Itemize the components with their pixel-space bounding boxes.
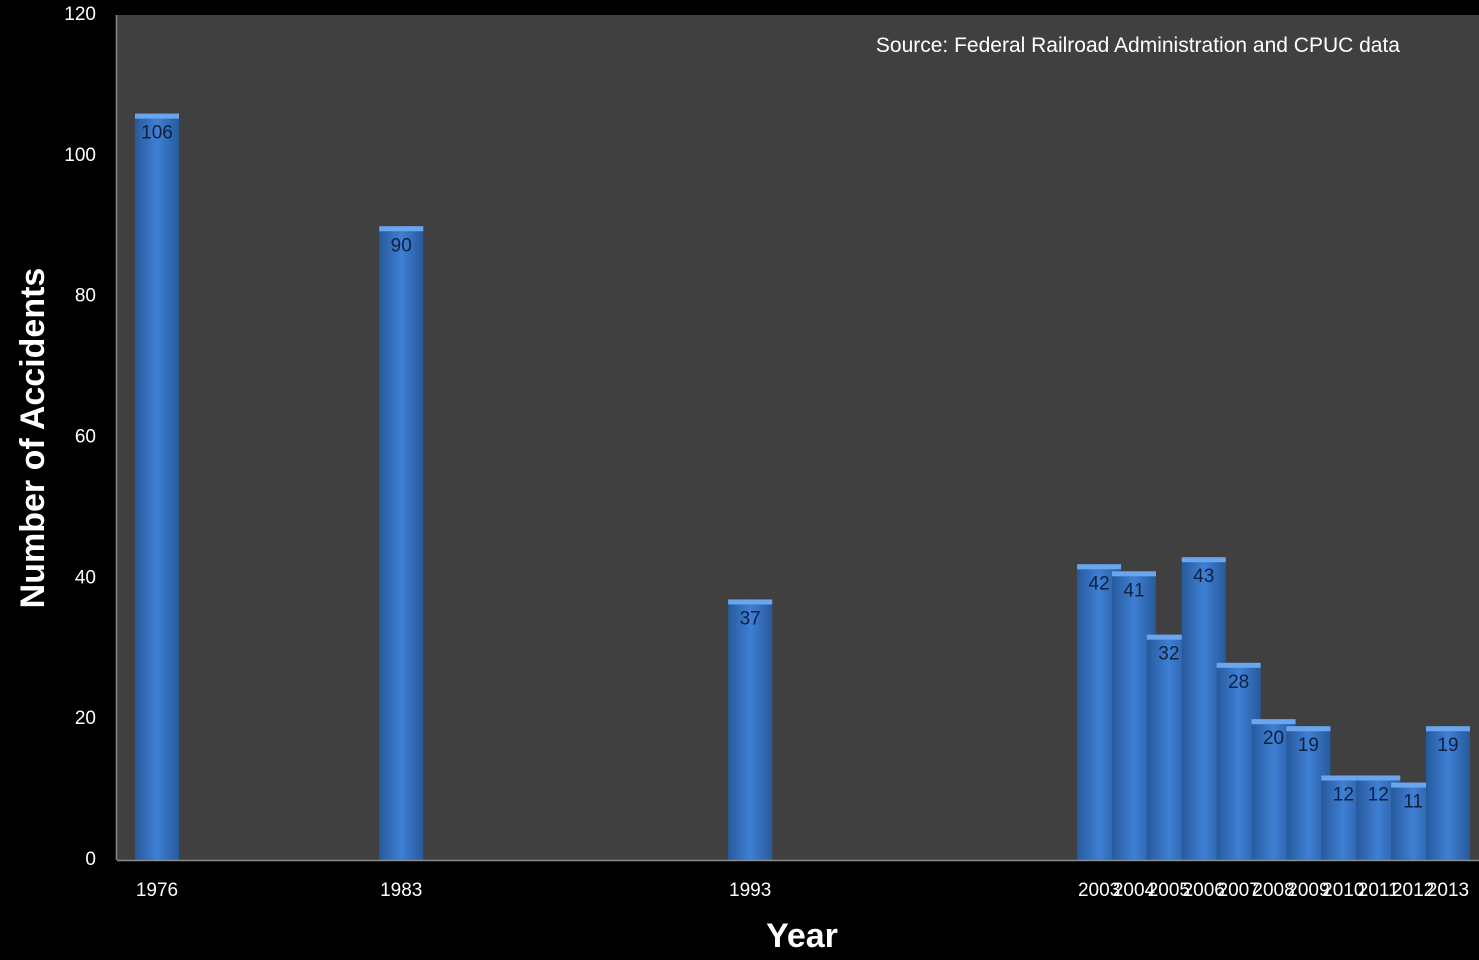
bar-value-label: 19: [1437, 735, 1458, 756]
bar-value-label: 11: [1403, 792, 1423, 813]
bar-top-highlight: [135, 113, 179, 119]
bar-value-label: 32: [1158, 644, 1179, 665]
bar-top-highlight: [1251, 719, 1296, 725]
bar-top-highlight: [1391, 782, 1436, 788]
bar-value-label: 20: [1263, 728, 1284, 749]
y-tick-label: 100: [64, 145, 96, 166]
bar-value-label: 12: [1333, 785, 1354, 806]
bar-value-label: 42: [1089, 573, 1110, 594]
x-tick-label: 2012: [1392, 880, 1434, 901]
y-tick-label: 80: [75, 286, 96, 307]
bar-value-label: 106: [141, 123, 173, 144]
bar-top-highlight: [1216, 662, 1261, 668]
bar-value-label: 12: [1368, 785, 1389, 806]
bar-value-label: 19: [1298, 735, 1319, 756]
x-tick-label: 2003: [1078, 880, 1120, 901]
bar: [379, 226, 424, 860]
x-tick-label: 2007: [1218, 880, 1260, 901]
bar-top-highlight: [1321, 775, 1366, 781]
bar-top-highlight: [1426, 726, 1470, 732]
bar-top-highlight: [1146, 634, 1191, 640]
bar-value-label: 43: [1193, 566, 1214, 587]
bar-value-label: 90: [391, 235, 412, 256]
bar-top-highlight: [1111, 571, 1156, 577]
bar-top-highlight: [379, 226, 424, 232]
y-axis-ticks: 0 20 40 60 80 100 120: [64, 4, 96, 870]
bar-value-label: 28: [1228, 672, 1249, 693]
bar-group: 90: [379, 226, 424, 860]
source-annotation: Source: Federal Railroad Administration …: [876, 34, 1400, 57]
x-tick-label: 2004: [1113, 880, 1156, 901]
bar: [1426, 726, 1470, 860]
x-tick-label: 2008: [1252, 880, 1294, 901]
x-tick-label: 1976: [136, 880, 178, 901]
bar-top-highlight: [1077, 564, 1122, 570]
bar-group: 106: [135, 113, 179, 861]
y-tick-label: 0: [85, 849, 96, 870]
x-tick-label: 2013: [1427, 880, 1469, 901]
x-tick-label: 2005: [1148, 880, 1190, 901]
bar-top-highlight: [728, 599, 773, 605]
y-tick-label: 40: [75, 567, 96, 588]
bar-value-label: 41: [1123, 580, 1144, 601]
bar-value-label: 37: [740, 608, 761, 629]
y-axis-title: Number of Accidents: [14, 268, 52, 609]
bar-top-highlight: [1356, 775, 1401, 781]
x-axis-title: Year: [766, 917, 838, 955]
bar-top-highlight: [1286, 726, 1331, 732]
bar-group: 37: [728, 599, 773, 860]
bar: [728, 599, 773, 860]
x-axis-ticks: 1976 1983 1993 2003200420052006200720082009…: [136, 880, 1469, 901]
y-tick-label: 120: [64, 4, 96, 25]
x-tick-label: 2010: [1322, 880, 1364, 901]
bar: [135, 113, 179, 861]
x-tick-label: 1993: [729, 880, 771, 901]
bar-group: 19: [1426, 726, 1470, 860]
bars-group: 106 90 37 42 41 32 43 28 20 19 12 12 11 19: [135, 113, 1470, 861]
y-tick-label: 20: [75, 708, 96, 729]
y-tick-label: 60: [75, 427, 96, 448]
x-tick-label: 2009: [1287, 880, 1329, 901]
x-tick-label: 1983: [380, 880, 422, 901]
x-tick-label: 2006: [1183, 880, 1225, 901]
bar-top-highlight: [1181, 557, 1226, 563]
x-tick-label: 2011: [1358, 880, 1399, 901]
